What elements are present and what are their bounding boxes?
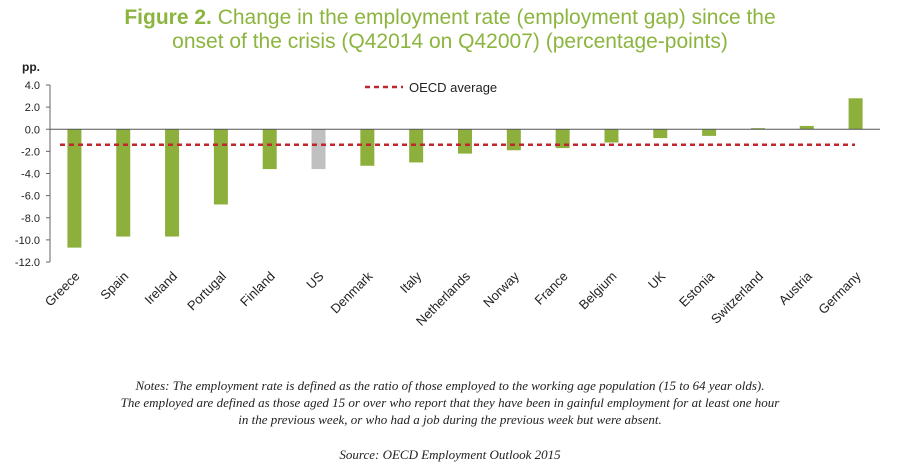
y-tick-label: -8.0: [21, 213, 40, 225]
y-tick-label: 4.0: [25, 80, 40, 92]
x-tick-label: Greece: [42, 269, 83, 310]
bar-denmark: [360, 129, 375, 166]
notes-line-3: in the previous week, or who had a job d…: [238, 412, 662, 427]
y-tick-label: -4.0: [21, 169, 40, 181]
title-line-2: onset of the crisis (Q42014 on Q42007) (…: [172, 30, 728, 53]
notes: Notes: The employment rate is defined as…: [20, 377, 880, 428]
bar-austria: [799, 125, 814, 130]
x-tick-label: Belgium: [576, 269, 620, 313]
y-tick-label: 0.0: [25, 124, 40, 136]
y-tick-label: -6.0: [21, 191, 40, 203]
y-axis-label: pp.: [22, 60, 40, 74]
x-tick-label: Switzerland: [708, 269, 766, 327]
source-note: Source: OECD Employment Outlook 2015: [339, 447, 561, 462]
y-tick-label: 2.0: [25, 102, 40, 114]
x-tick-label: Spain: [97, 269, 131, 303]
x-axis-labels: Greece Spain Ireland Portugal Finland US Denma…: [42, 268, 864, 329]
bar-switzerland: [750, 128, 765, 130]
bar-chart: pp. 4.02.00.0-2.0-4.0-6.0-8.0-10.0-12.0 …: [15, 60, 880, 329]
bar-norway: [506, 129, 521, 151]
legend-label: OECD average: [409, 80, 497, 95]
x-tick-label: UK: [645, 268, 669, 292]
bar-us: [311, 129, 326, 170]
bar-ireland: [165, 129, 180, 237]
title-line-1: Change in the employment rate (employmen…: [217, 6, 776, 29]
x-tick-label: Germany: [815, 268, 864, 317]
figure-label: Figure 2.: [124, 6, 212, 29]
x-tick-label: Norway: [480, 268, 522, 310]
chart-title: Figure 2. Change in the employment rate …: [0, 6, 900, 54]
bar-finland: [262, 129, 277, 170]
x-tick-label: Austria: [776, 268, 816, 308]
bar-estonia: [702, 129, 717, 136]
bar-portugal: [213, 129, 228, 205]
x-tick-label: Estonia: [676, 268, 718, 310]
x-tick-label: US: [303, 268, 327, 292]
y-tick-label: -10.0: [15, 235, 40, 247]
notes-line-2: The employed are defined as those aged 1…: [120, 395, 780, 410]
y-axis: 4.0 2.0 0.0 -2.0 -4.0 -6.0 -8.0 -10.0 -12.0: [15, 80, 51, 269]
bars: [50, 98, 880, 248]
bar-netherlands: [458, 129, 472, 154]
x-tick-label: Denmark: [328, 268, 376, 316]
notes-line-1: Notes: The employment rate is defined as…: [135, 378, 765, 393]
bar-france: [555, 129, 570, 149]
x-tick-label: Portugal: [184, 268, 229, 313]
y-tick-label: -2.0: [21, 146, 40, 158]
x-tick-label: France: [532, 269, 571, 308]
x-tick-label: Ireland: [141, 269, 180, 308]
bar-uk: [653, 129, 668, 139]
x-tick-label: Italy: [397, 268, 425, 296]
bar-greece: [67, 129, 82, 248]
bar-italy: [409, 129, 424, 163]
legend: OECD average: [365, 80, 497, 95]
x-tick-label: Finland: [237, 269, 278, 310]
bar-spain: [116, 129, 131, 237]
bar-germany: [848, 98, 863, 130]
y-tick-label: -12.0: [15, 257, 40, 269]
bar-belgium: [604, 129, 619, 143]
